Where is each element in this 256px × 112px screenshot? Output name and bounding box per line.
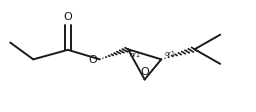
Text: O: O bbox=[140, 67, 149, 77]
Text: O: O bbox=[88, 55, 97, 66]
Text: or1: or1 bbox=[129, 52, 140, 58]
Text: or1: or1 bbox=[164, 51, 175, 57]
Text: O: O bbox=[63, 12, 72, 22]
